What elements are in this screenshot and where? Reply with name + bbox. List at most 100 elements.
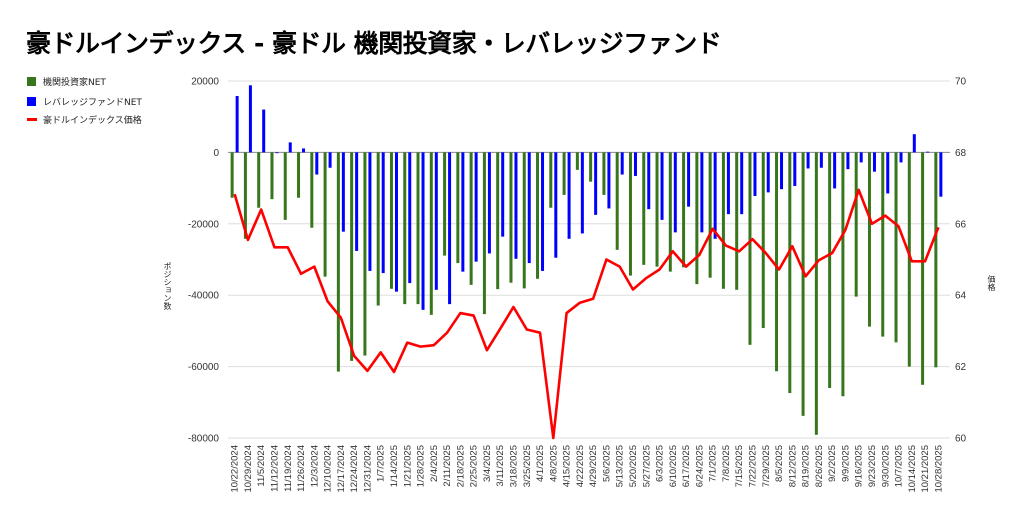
- bar-institutional: [655, 152, 659, 267]
- bar-institutional: [456, 152, 460, 264]
- x-tick-label: 11/12/2024: [269, 445, 280, 492]
- bar-institutional: [496, 152, 500, 290]
- bar-leveraged: [700, 152, 704, 233]
- bar-leveraged: [713, 152, 717, 239]
- bar-leveraged: [421, 152, 425, 310]
- x-tick-label: 4/29/2025: [588, 445, 599, 487]
- bar-institutional: [297, 152, 301, 198]
- legend-swatch-green: [27, 77, 36, 86]
- x-tick-label: 2/11/2025: [442, 445, 453, 487]
- x-tick-label: 9/23/2025: [867, 445, 878, 487]
- bar-institutional: [270, 152, 274, 200]
- x-tick-label: 4/8/2025: [548, 445, 559, 482]
- y-left-tick-label: -20000: [188, 219, 220, 230]
- bar-institutional: [708, 152, 712, 278]
- x-tick-label: 1/21/2025: [402, 445, 413, 487]
- bar-institutional: [867, 152, 871, 327]
- x-tick-label: 10/7/2025: [894, 445, 905, 487]
- bar-leveraged: [554, 152, 558, 258]
- x-tick-label: 6/10/2025: [668, 445, 679, 487]
- bar-leveraged: [408, 152, 412, 284]
- x-tick-label: 8/19/2025: [801, 445, 812, 487]
- x-tick-label: 7/1/2025: [708, 445, 719, 482]
- bar-institutional: [416, 152, 420, 305]
- x-tick-label: 10/21/2025: [920, 445, 931, 493]
- bar-leveraged: [780, 152, 784, 190]
- x-tick-label: 10/22/2024: [230, 445, 241, 493]
- y-right-tick-label: 66: [955, 219, 967, 230]
- bar-leveraged: [594, 152, 598, 215]
- bar-institutional: [642, 152, 646, 265]
- bar-institutional: [788, 152, 792, 394]
- bar-leveraged: [819, 152, 823, 168]
- bar-leveraged: [315, 152, 319, 175]
- bar-institutional: [615, 152, 619, 250]
- bar-institutional: [841, 152, 845, 397]
- bar-leveraged: [806, 152, 810, 169]
- bar-leveraged: [381, 152, 385, 274]
- x-tick-label: 5/6/2025: [601, 445, 612, 482]
- bar-institutional: [589, 152, 593, 182]
- bar-leveraged: [872, 152, 876, 172]
- bar-institutional: [536, 152, 540, 279]
- x-tick-label: 9/30/2025: [880, 445, 891, 487]
- bar-leveraged: [394, 152, 398, 292]
- x-tick-label: 8/26/2025: [814, 445, 825, 487]
- bar-institutional: [243, 152, 247, 239]
- x-tick-label: 2/18/2025: [455, 445, 466, 487]
- bar-leveraged: [886, 152, 890, 194]
- bar-leveraged: [740, 152, 744, 215]
- legend-label: 豪ドルインデックス価格: [43, 116, 142, 126]
- bar-leveraged: [248, 85, 252, 153]
- y-left-tick-label: 20000: [191, 77, 219, 88]
- bar-institutional: [695, 152, 699, 285]
- bar-institutional: [522, 152, 526, 289]
- bar-leveraged: [262, 109, 266, 153]
- y-left-tick-label: -60000: [188, 362, 220, 373]
- x-tick-label: 7/15/2025: [734, 445, 745, 487]
- x-tick-label: 1/14/2025: [389, 445, 400, 487]
- bar-institutional: [801, 152, 805, 416]
- bar-leveraged: [275, 152, 279, 154]
- bar-institutional: [363, 152, 367, 356]
- x-tick-label: 11/19/2024: [283, 445, 294, 492]
- bar-institutional: [257, 152, 261, 208]
- bar-leveraged: [846, 152, 850, 170]
- legend-label: 機関投資家NET: [43, 78, 106, 88]
- bar-institutional: [934, 152, 938, 368]
- x-tick-label: 7/8/2025: [721, 445, 732, 482]
- bar-leveraged: [660, 152, 664, 220]
- bar-leveraged: [288, 142, 292, 153]
- price-line: [233, 188, 940, 440]
- x-tick-label: 4/22/2025: [575, 445, 586, 487]
- x-tick-label: 3/11/2025: [495, 445, 506, 487]
- y-right-tick-label: 68: [955, 148, 967, 159]
- bar-institutional: [350, 152, 354, 361]
- y-right-tick-label: 70: [955, 77, 967, 88]
- legend-label: レバレッジファンドNET: [43, 98, 142, 108]
- bar-leveraged: [912, 134, 916, 153]
- bar-leveraged: [647, 152, 651, 210]
- bar-institutional: [881, 152, 885, 337]
- bar-leveraged: [355, 152, 359, 251]
- legend-swatch-red: [27, 118, 37, 121]
- x-tick-label: 5/20/2025: [628, 445, 639, 487]
- bar-leveraged: [487, 152, 491, 254]
- bar-institutional: [761, 152, 765, 329]
- bar-leveraged: [766, 152, 770, 193]
- bar-institutional: [748, 152, 752, 345]
- legend-item-institutional: 機関投資家NET: [27, 75, 106, 88]
- y-left-tick-label: -80000: [188, 434, 220, 445]
- bar-leveraged: [567, 152, 571, 239]
- x-tick-label: 3/18/2025: [508, 445, 519, 487]
- y-right-tick-label: 64: [955, 291, 967, 302]
- bar-leveraged: [607, 152, 611, 209]
- y-right-tick-label: 60: [955, 434, 967, 445]
- x-tick-label: 9/16/2025: [854, 445, 865, 487]
- x-tick-label: 12/10/2024: [323, 445, 334, 493]
- x-tick-label: 10/29/2024: [243, 445, 254, 493]
- bar-institutional: [854, 152, 858, 297]
- bar-leveraged: [235, 95, 239, 153]
- bar-leveraged: [527, 152, 531, 264]
